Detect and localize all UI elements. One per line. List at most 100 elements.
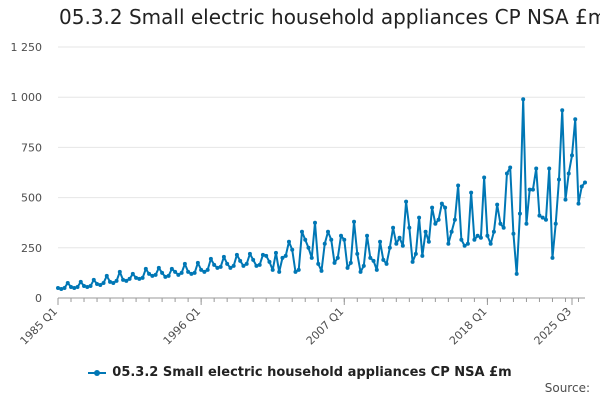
data-point[interactable]	[244, 261, 249, 266]
data-point[interactable]	[303, 237, 308, 242]
data-point[interactable]	[264, 253, 269, 258]
data-point[interactable]	[397, 235, 402, 240]
data-point[interactable]	[241, 263, 246, 268]
data-point[interactable]	[361, 263, 366, 268]
data-point[interactable]	[286, 239, 291, 244]
data-point[interactable]	[98, 282, 103, 287]
data-point[interactable]	[514, 271, 519, 276]
data-point[interactable]	[352, 219, 357, 224]
data-point[interactable]	[72, 285, 77, 290]
data-point[interactable]	[91, 277, 96, 282]
data-point[interactable]	[452, 217, 457, 222]
data-point[interactable]	[121, 277, 126, 282]
data-point[interactable]	[482, 175, 487, 180]
data-point[interactable]	[150, 273, 155, 278]
data-point[interactable]	[524, 221, 529, 226]
data-point[interactable]	[140, 275, 145, 280]
data-point[interactable]	[309, 255, 314, 260]
data-point[interactable]	[267, 259, 272, 264]
data-point[interactable]	[179, 270, 184, 275]
data-point[interactable]	[101, 280, 106, 285]
data-point[interactable]	[530, 187, 535, 192]
data-point[interactable]	[192, 270, 197, 275]
data-point[interactable]	[163, 274, 168, 279]
data-point[interactable]	[299, 229, 304, 234]
data-point[interactable]	[280, 255, 285, 260]
data-point[interactable]	[423, 229, 428, 234]
data-point[interactable]	[443, 205, 448, 210]
data-point[interactable]	[147, 271, 152, 276]
data-point[interactable]	[117, 269, 122, 274]
data-point[interactable]	[247, 251, 252, 256]
data-point[interactable]	[560, 108, 565, 113]
data-point[interactable]	[56, 285, 60, 290]
data-point[interactable]	[111, 280, 116, 285]
data-point[interactable]	[553, 221, 558, 226]
data-point[interactable]	[495, 202, 500, 207]
data-point[interactable]	[202, 269, 207, 274]
data-point[interactable]	[410, 259, 415, 264]
data-point[interactable]	[283, 253, 288, 258]
data-point[interactable]	[576, 201, 581, 206]
data-point[interactable]	[446, 241, 451, 246]
data-point[interactable]	[436, 217, 441, 222]
data-point[interactable]	[215, 265, 220, 270]
data-point[interactable]	[228, 265, 233, 270]
data-point[interactable]	[540, 215, 545, 220]
data-point[interactable]	[257, 262, 262, 267]
data-point[interactable]	[69, 284, 74, 289]
data-point[interactable]	[374, 267, 379, 272]
data-point[interactable]	[456, 183, 461, 188]
data-point[interactable]	[547, 166, 552, 171]
data-point[interactable]	[501, 225, 506, 230]
data-point[interactable]	[296, 267, 301, 272]
data-point[interactable]	[205, 267, 210, 272]
data-point[interactable]	[420, 253, 425, 258]
data-point[interactable]	[391, 225, 396, 230]
data-point[interactable]	[160, 270, 165, 275]
data-point[interactable]	[332, 260, 337, 265]
data-point[interactable]	[153, 272, 158, 277]
data-point[interactable]	[319, 268, 324, 273]
data-point[interactable]	[517, 211, 522, 216]
data-point[interactable]	[381, 257, 386, 262]
data-point[interactable]	[221, 254, 226, 259]
data-point[interactable]	[378, 239, 383, 244]
data-point[interactable]	[384, 261, 389, 266]
data-point[interactable]	[189, 271, 194, 276]
data-point[interactable]	[127, 276, 132, 281]
data-point[interactable]	[306, 245, 311, 250]
data-point[interactable]	[124, 278, 129, 283]
data-point[interactable]	[156, 265, 161, 270]
data-point[interactable]	[143, 266, 148, 271]
data-point[interactable]	[335, 255, 340, 260]
data-point[interactable]	[273, 250, 278, 255]
data-point[interactable]	[417, 215, 422, 220]
data-point[interactable]	[218, 264, 223, 269]
data-point[interactable]	[475, 233, 480, 238]
data-point[interactable]	[472, 237, 477, 242]
data-point[interactable]	[78, 279, 83, 284]
data-point[interactable]	[511, 231, 516, 236]
data-point[interactable]	[387, 245, 392, 250]
data-point[interactable]	[95, 281, 100, 286]
data-point[interactable]	[114, 278, 119, 283]
data-point[interactable]	[413, 251, 418, 256]
data-point[interactable]	[345, 265, 350, 270]
data-point[interactable]	[238, 258, 243, 263]
data-point[interactable]	[358, 269, 363, 274]
data-point[interactable]	[521, 97, 526, 102]
data-point[interactable]	[59, 286, 64, 291]
data-point[interactable]	[469, 190, 474, 195]
data-point[interactable]	[322, 241, 327, 246]
data-point[interactable]	[186, 269, 191, 274]
data-point[interactable]	[195, 260, 200, 265]
data-point[interactable]	[339, 233, 344, 238]
data-point[interactable]	[137, 276, 142, 281]
data-point[interactable]	[65, 280, 70, 285]
data-point[interactable]	[527, 187, 532, 192]
data-point[interactable]	[566, 171, 571, 176]
data-point[interactable]	[169, 266, 174, 271]
data-point[interactable]	[534, 166, 539, 171]
data-point[interactable]	[82, 283, 87, 288]
